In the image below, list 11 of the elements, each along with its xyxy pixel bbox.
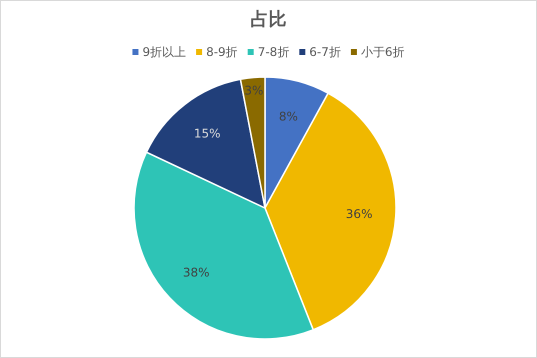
legend-label: 9折以上 <box>142 45 186 59</box>
legend-label: 8-9折 <box>206 45 238 59</box>
data-label: 38% <box>182 266 210 280</box>
legend-label: 7-8折 <box>258 45 290 59</box>
data-label: 8% <box>278 110 298 124</box>
data-label: 3% <box>244 84 264 98</box>
chart-title: 占比 <box>250 9 286 30</box>
data-label: 15% <box>194 126 221 140</box>
legend-label: 6-7折 <box>309 45 341 59</box>
data-label: 36% <box>346 206 372 221</box>
legend-label: 小于6折 <box>360 45 405 59</box>
